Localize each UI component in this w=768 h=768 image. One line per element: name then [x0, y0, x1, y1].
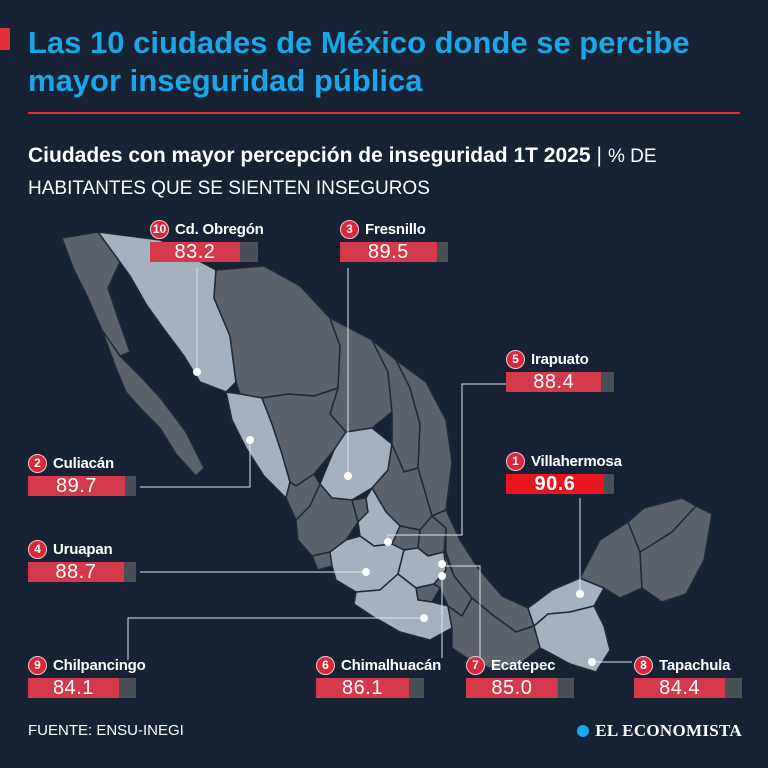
city-name: Uruapan — [53, 540, 113, 558]
city-tapachula: 8 Tapachula 84.4 — [634, 654, 742, 699]
state-zacatecas — [319, 427, 393, 501]
page-title: Las 10 ciudades de México donde se perci… — [28, 25, 690, 98]
value-bar-fill — [340, 242, 437, 262]
rank-badge: 8 — [634, 655, 653, 675]
city-villahermosa: 1 Villahermosa 90.6 — [506, 450, 622, 495]
rank-badge: 7 — [466, 655, 485, 675]
city-name: Cd. Obregón — [175, 220, 264, 238]
leader-line-chilpancingo — [127, 617, 424, 660]
rank-badge: 5 — [506, 349, 525, 369]
city-fresnillo: 3 Fresnillo 89.5 — [340, 218, 448, 263]
subtitle: Ciudades con mayor percepción de insegur… — [28, 140, 748, 204]
value-bar-fill — [150, 242, 240, 262]
dot-tapachula — [588, 658, 596, 666]
city-irapuato: 5 Irapuato 88.4 — [506, 348, 614, 393]
leader-line-culiacan — [140, 440, 251, 488]
value-bar-fill — [506, 474, 604, 494]
value-bar-fill — [466, 678, 558, 698]
leader-line-ecatepec — [442, 565, 481, 658]
value-bar: 84.4 — [634, 677, 742, 699]
value-bar: 90.6 — [506, 473, 614, 495]
rank-badge: 9 — [28, 655, 47, 675]
city-name: Chilpancingo — [53, 656, 146, 674]
value-bar-fill — [506, 372, 602, 392]
value-bar-fill — [316, 678, 409, 698]
rank-badge: 1 — [506, 451, 525, 471]
value-bar: 88.4 — [506, 371, 614, 393]
dot-culiacan — [246, 436, 254, 444]
city-chilpancingo: 9 Chilpancingo 84.1 — [28, 654, 146, 699]
dot-chilpancingo — [420, 614, 428, 622]
state-coahuila — [329, 317, 393, 433]
title-accent-bar — [0, 28, 10, 50]
brand-name: EL ECONOMISTA — [595, 721, 742, 740]
value-label: 88.4 — [533, 371, 575, 393]
city-uruapan: 4 Uruapan 88.7 — [28, 538, 136, 583]
value-label: 86.1 — [342, 677, 383, 699]
value-bar: 86.1 — [316, 677, 424, 699]
value-bar-fill — [28, 562, 124, 582]
dot-uruapan — [362, 568, 370, 576]
value-bar: 89.5 — [340, 241, 448, 263]
value-bar: 83.2 — [150, 241, 258, 263]
value-bar: 85.0 — [466, 677, 574, 699]
value-label: 89.5 — [367, 241, 409, 263]
city-cd-obregon: 10 Cd. Obregón 83.2 — [150, 218, 264, 263]
rank-badge: 10 — [150, 219, 169, 239]
value-label: 88.7 — [55, 561, 97, 583]
value-bar-fill — [634, 678, 726, 698]
brand-logo: EL ECONOMISTA — [577, 721, 742, 741]
city-name: Fresnillo — [365, 220, 426, 238]
source-note: FUENTE: ENSU-INEGI — [28, 722, 184, 739]
value-bar: 88.7 — [28, 561, 136, 583]
value-label: 83.2 — [174, 241, 216, 263]
rank-badge: 4 — [28, 539, 47, 559]
title-divider — [28, 112, 740, 114]
subtitle-separator: | — [596, 144, 602, 167]
value-label: 90.6 — [534, 473, 576, 495]
city-name: Culiacán — [53, 454, 114, 472]
subtitle-text: Ciudades con mayor percepción de insegur… — [28, 144, 591, 167]
city-culiacan: 2 Culiacán 89.7 — [28, 452, 136, 497]
state-colima — [311, 551, 333, 571]
unit-label: % DE HABITANTES QUE SE SIENTEN INSEGUROS — [28, 146, 657, 199]
value-label: 85.0 — [491, 677, 533, 699]
dot-cd-obregon — [193, 368, 201, 376]
value-label: 89.7 — [55, 475, 97, 497]
city-name: Villahermosa — [531, 452, 622, 470]
dot-villahermosa — [576, 590, 584, 598]
value-label: 84.1 — [52, 677, 94, 699]
city-chimalhuacan: 6 Chimalhuacán 86.1 — [316, 654, 442, 699]
dot-fresnillo — [344, 472, 352, 480]
value-bar-fill — [28, 476, 125, 496]
city-name: Tapachula — [659, 656, 731, 674]
city-name: Chimalhuacán — [341, 656, 442, 674]
state-quintana-roo — [639, 505, 713, 603]
dot-ecatepec — [438, 560, 446, 568]
rank-badge: 6 — [316, 655, 335, 675]
value-label: 84.4 — [659, 677, 701, 699]
value-bar: 84.1 — [28, 677, 136, 699]
value-bar-fill — [28, 678, 119, 698]
brand-icon — [577, 725, 590, 737]
leader-line-irapuato — [387, 383, 506, 542]
dot-irapuato — [384, 538, 392, 546]
state-morelos — [415, 583, 441, 603]
rank-badge: 2 — [28, 453, 47, 473]
state-chiapas — [533, 605, 611, 673]
city-ecatepec: 7 Ecatepec 85.0 — [466, 654, 574, 699]
city-name: Ecatepec — [491, 656, 556, 674]
value-bar: 89.7 — [28, 475, 136, 497]
rank-badge: 3 — [340, 219, 359, 239]
state-baja-california-sur — [101, 329, 205, 477]
city-name: Irapuato — [531, 350, 589, 368]
dot-chimalhuacan — [438, 572, 446, 580]
